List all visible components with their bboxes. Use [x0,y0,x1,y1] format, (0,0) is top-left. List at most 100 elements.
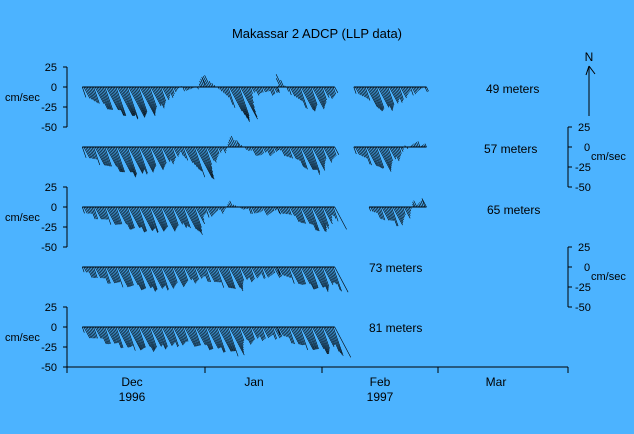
current-stick [294,266,303,285]
current-stick [264,206,269,215]
current-stick [363,86,369,100]
current-stick [235,266,244,285]
current-stick [400,206,405,217]
current-stick [390,146,397,158]
current-stick [299,326,308,351]
current-stick [288,206,292,216]
current-stick [329,86,335,97]
current-stick [138,326,146,348]
current-stick [232,326,244,351]
current-stick [120,86,135,117]
current-stick [289,326,300,345]
current-stick [237,266,244,283]
current-stick [273,326,281,339]
current-stick [144,326,156,351]
current-stick [165,266,175,287]
current-stick [225,86,234,105]
current-stick [283,266,289,278]
north-arrow-label: N [585,50,594,64]
current-stick [85,86,92,100]
current-stick [391,206,399,227]
right-axis-1-tick-label: -50 [575,182,591,194]
current-stick [304,266,316,290]
current-stick [275,206,278,210]
current-stick [163,146,171,161]
current-stick [372,206,376,213]
current-stick [383,206,391,221]
current-stick [187,266,196,284]
current-stick [277,86,280,93]
current-stick [206,326,219,349]
current-stick [277,266,281,275]
current-stick [85,206,90,214]
current-stick [138,146,148,174]
current-stick [221,86,225,94]
current-stick [209,266,218,283]
current-stick [139,146,154,173]
current-stick [99,146,109,167]
current-stick [397,146,401,156]
current-stick [213,266,220,283]
current-stick [145,146,156,169]
current-stick [253,86,256,92]
current-stick [206,206,213,217]
current-stick [251,86,255,93]
current-stick [267,146,272,156]
current-stick [173,86,177,93]
current-stick [245,326,253,343]
current-stick [200,78,205,88]
current-stick [217,326,232,352]
current-stick [122,146,136,178]
current-stick [273,146,277,152]
current-stick [165,86,171,97]
current-stick [315,326,329,355]
current-stick [173,206,183,225]
current-stick [203,206,207,214]
current-stick [94,266,102,279]
current-stick [152,146,164,170]
current-stick [187,86,190,90]
current-stick [267,86,270,92]
current-stick [332,266,342,292]
current-stick [313,326,328,355]
current-stick [109,146,122,173]
current-stick [82,266,85,273]
current-stick [161,266,174,289]
current-stick [358,146,364,157]
current-stick [169,206,178,227]
current-stick [117,206,127,225]
current-stick [165,146,174,165]
current-stick [329,206,334,216]
current-stick [96,206,104,220]
current-stick [102,266,110,284]
current-stick [312,326,325,349]
current-stick [193,266,199,280]
current-stick [115,146,125,173]
current-stick [262,326,269,338]
current-stick [138,266,146,289]
current-stick [251,146,257,156]
current-stick [160,266,169,290]
current-stick [408,206,412,212]
current-stick [83,206,88,214]
current-stick [328,146,334,159]
current-stick [221,146,223,150]
current-stick [222,206,225,211]
current-stick [241,326,252,345]
current-stick [326,326,336,345]
current-stick [192,146,203,172]
current-stick [198,146,215,180]
current-stick [297,266,305,285]
current-stick [278,266,284,276]
current-stick [163,326,174,346]
current-stick [189,326,199,347]
current-stick [233,86,250,122]
current-stick [112,206,121,225]
current-stick [262,266,269,278]
current-stick [126,86,139,119]
current-stick [174,146,180,156]
current-stick [257,86,261,94]
current-stick [289,86,296,97]
current-stick [305,206,317,231]
